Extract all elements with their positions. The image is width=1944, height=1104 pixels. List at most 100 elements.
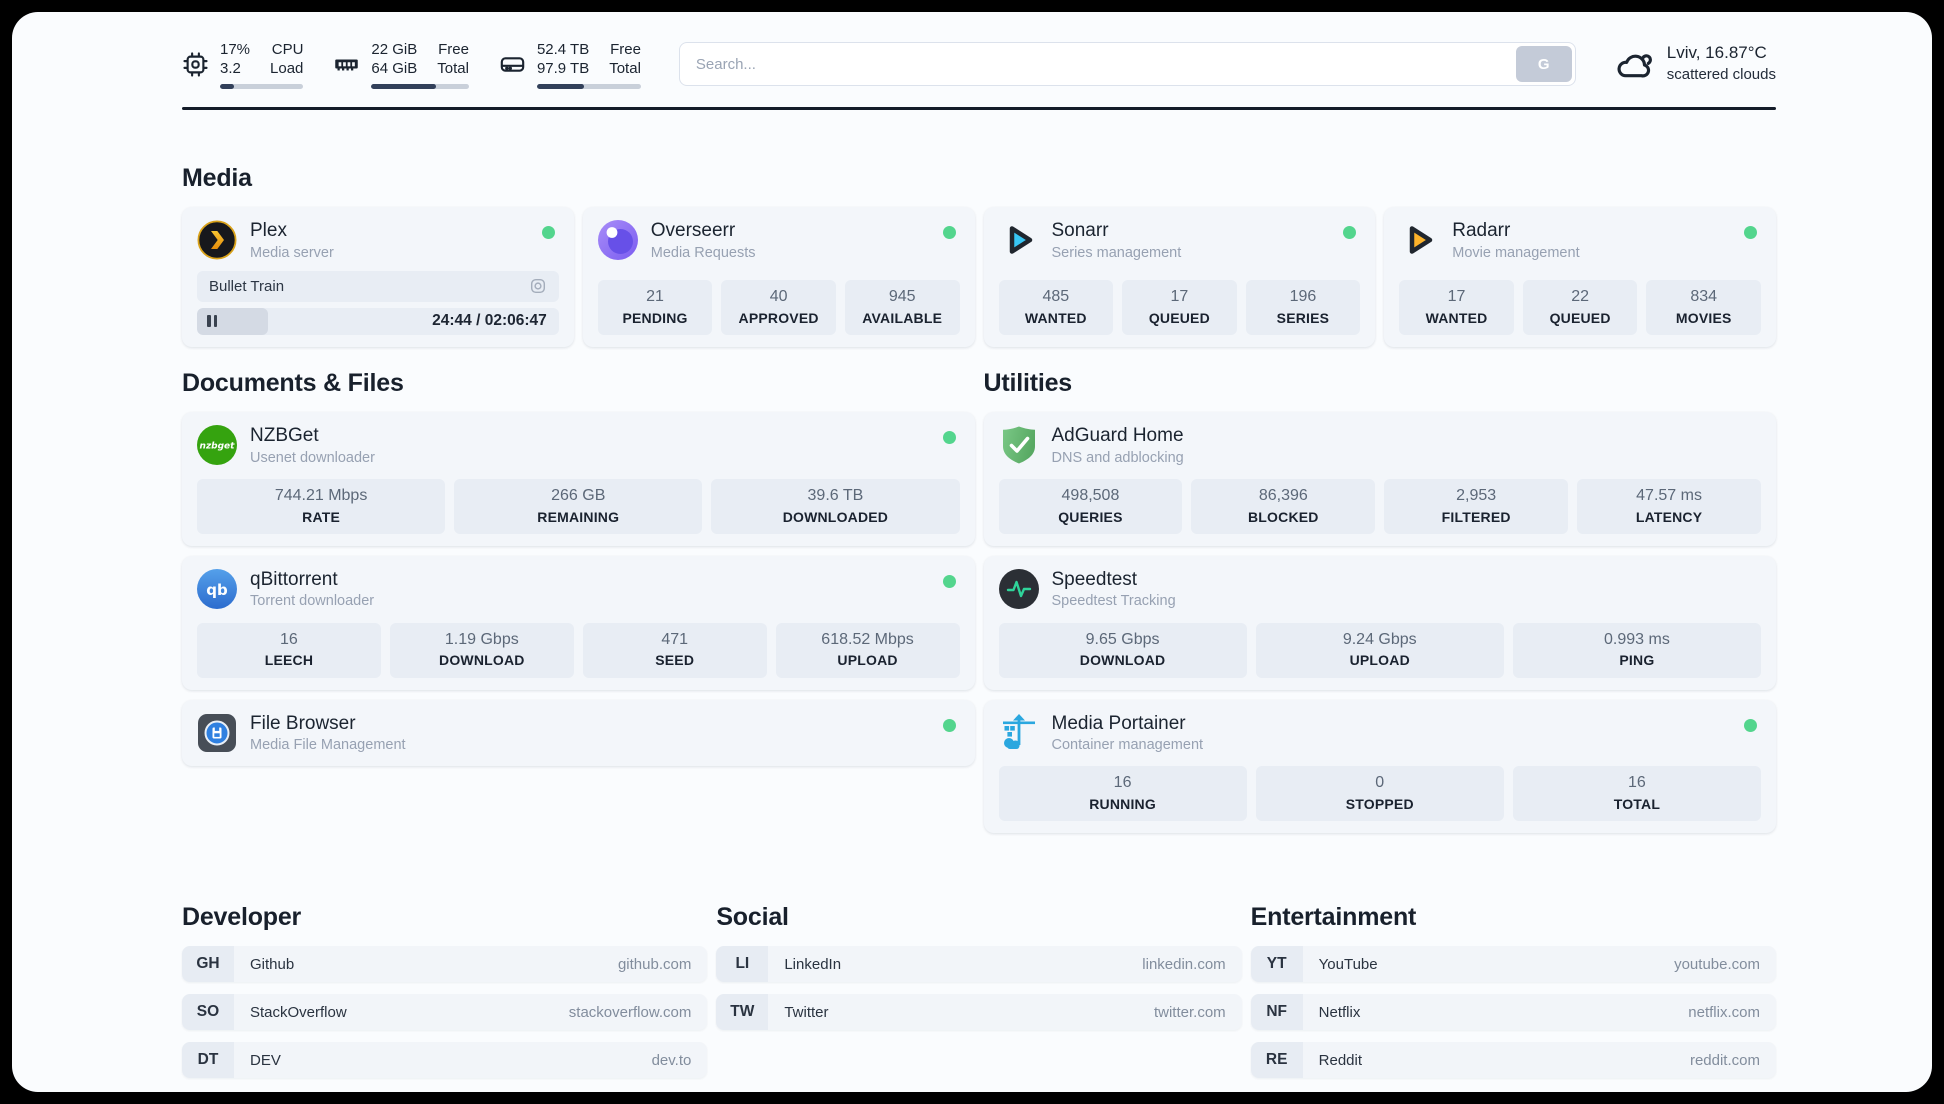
- bookmark-group-social: Social LI LinkedIn linkedin.com TW Twitt…: [716, 903, 1242, 1078]
- app-card-nzbget[interactable]: nzbget NZBGet Usenet downloader 744.21 M…: [182, 411, 975, 546]
- section-title-entertainment: Entertainment: [1250, 903, 1417, 932]
- status-dot: [942, 574, 956, 588]
- app-card-portainer[interactable]: Media Portainer Container management 16 R…: [983, 699, 1776, 834]
- playback-time: 24:44 / 02:06:47: [432, 312, 547, 330]
- plex-icon: [197, 220, 237, 260]
- app-card-speedtest[interactable]: Speedtest Speedtest Tracking 9.65 Gbps DO…: [983, 555, 1776, 690]
- status-dot: [942, 430, 956, 444]
- bookmark-abbr-badge: YT: [1250, 946, 1303, 983]
- app-description: Media Requests: [650, 244, 756, 261]
- cpu-load-value: 3.2: [220, 60, 241, 77]
- svg-text:nzbget: nzbget: [200, 442, 236, 452]
- app-card-radarr[interactable]: Radarr Movie management 17 WANTED 22 QUEUE…: [1384, 207, 1776, 347]
- app-card-sonarr[interactable]: Sonarr Series management 485 WANTED 17 QUE…: [983, 207, 1376, 347]
- app-description: Movie management: [1452, 244, 1580, 261]
- app-name: Radarr: [1452, 220, 1511, 241]
- svg-text:qb: qb: [206, 581, 228, 599]
- app-card-overseerr[interactable]: Overseerr Media Requests 21 PENDING 40 APP…: [582, 207, 975, 347]
- app-description: Usenet downloader: [250, 449, 375, 466]
- stat-tile: 40 APPROVED: [721, 279, 836, 335]
- app-name: Plex: [250, 220, 287, 241]
- pause-icon[interactable]: [207, 315, 217, 328]
- bookmark-reddit[interactable]: RE Reddit reddit.com: [1250, 1042, 1776, 1079]
- disk-icon: [500, 56, 525, 72]
- disk-free-label: Free: [610, 40, 641, 58]
- bookmark-name: LinkedIn: [784, 955, 842, 973]
- cpu-percent: 17%: [220, 40, 251, 58]
- cpu-stat: 17% 3.2 CPU Load: [182, 40, 304, 89]
- search-engine-button[interactable]: G: [1515, 46, 1572, 82]
- stat-tile: 744.21 Mbps RATE: [197, 478, 446, 534]
- radarr-icon: [1399, 220, 1439, 260]
- search-input[interactable]: [678, 42, 1576, 86]
- stat-tile: 9.65 Gbps DOWNLOAD: [998, 622, 1247, 678]
- stat-tile: 0.993 ms PING: [1512, 622, 1761, 678]
- cpu-label: CPU: [271, 40, 304, 58]
- filebrowser-icon: [197, 713, 237, 753]
- status-dot: [541, 226, 555, 239]
- bookmark-name: YouTube: [1318, 955, 1378, 973]
- cpu-load-label: Load: [270, 60, 304, 77]
- bookmark-github[interactable]: GH Github github.com: [182, 946, 708, 983]
- bookmark-name: Twitter: [784, 1003, 829, 1021]
- disk-total-value: 97.9 TB: [536, 60, 590, 77]
- bookmark-stackoverflow[interactable]: SO StackOverflow stackoverflow.com: [182, 994, 708, 1031]
- bookmark-abbr-badge: DT: [182, 1042, 234, 1079]
- weather-widget: Lviv, 16.87°C scattered clouds: [1614, 42, 1776, 85]
- disk-free-value: 52.4 TB: [536, 40, 590, 58]
- stat-tile: 0 STOPPED: [1255, 766, 1504, 822]
- bookmark-name: DEV: [250, 1051, 281, 1069]
- app-card-filebrowser[interactable]: File Browser Media File Management: [182, 699, 975, 767]
- search-bar: G: [678, 42, 1576, 86]
- bookmark-linkedin[interactable]: LI LinkedIn linkedin.com: [716, 946, 1242, 983]
- ram-free-value: 22 GiB: [371, 40, 418, 58]
- bookmark-abbr-badge: SO: [182, 994, 234, 1031]
- portainer-icon: [999, 713, 1039, 753]
- app-card-qbittorrent[interactable]: qb qBittorrent Torrent downloader 16 LEEC…: [182, 555, 975, 690]
- speedtest-icon: [998, 569, 1039, 610]
- section-title-documents: Documents & Files: [182, 368, 404, 397]
- section-title-social: Social: [716, 903, 789, 932]
- system-stats: 17% 3.2 CPU Load: [182, 40, 641, 89]
- bookmark-name: Github: [250, 955, 295, 973]
- app-name: Overseerr: [650, 220, 736, 241]
- disk-progress-bar: [536, 83, 641, 89]
- stat-tile: 945 AVAILABLE: [844, 279, 960, 335]
- stat-tile: 17 QUEUED: [1122, 279, 1237, 335]
- disk-stat: 52.4 TB 97.9 TB Free Total: [499, 40, 641, 89]
- section-title-utilities: Utilities: [983, 368, 1073, 397]
- bookmark-name: Reddit: [1318, 1051, 1363, 1069]
- status-dot: [1744, 718, 1757, 732]
- stat-tile: 86,396 BLOCKED: [1191, 478, 1376, 534]
- stat-tile: 9.24 Gbps UPLOAD: [1255, 622, 1504, 678]
- stat-tile: 21 PENDING: [597, 279, 713, 335]
- bookmark-group-entertainment: Entertainment YT YouTube youtube.com NF …: [1250, 903, 1776, 1079]
- now-playing-title: Bullet Train: [209, 277, 285, 295]
- stat-tile: 39.6 TB DOWNLOADED: [711, 478, 960, 534]
- weather-location-temp: Lviv, 16.87°C: [1666, 43, 1767, 63]
- status-dot: [1343, 226, 1357, 239]
- bookmark-url: linkedin.com: [1142, 955, 1226, 973]
- bookmark-dev[interactable]: DT DEV dev.to: [182, 1042, 708, 1079]
- stat-tile: 196 SERIES: [1245, 279, 1361, 335]
- stat-tile: 1.19 Gbps DOWNLOAD: [389, 622, 574, 678]
- bookmark-netflix[interactable]: NF Netflix netflix.com: [1250, 994, 1776, 1031]
- app-description: Container management: [1051, 737, 1204, 754]
- status-dot: [942, 226, 956, 239]
- app-card-adguard[interactable]: AdGuard Home DNS and adblocking 498,508 Q…: [983, 411, 1776, 546]
- memory-stat: 22 GiB 64 GiB Free Total: [333, 40, 469, 89]
- app-card-plex[interactable]: Plex Media server Bullet Train 24:44 / 0…: [182, 207, 574, 347]
- bookmark-group-developer: Developer GH Github github.com SO StackO…: [182, 903, 708, 1079]
- playback-progress-bar: 24:44 / 02:06:47: [197, 307, 559, 335]
- sonarr-icon: [999, 220, 1039, 260]
- section-title-developer: Developer: [182, 903, 302, 932]
- stat-tile: 2,953 FILTERED: [1384, 478, 1569, 534]
- ram-progress-bar: [371, 83, 469, 89]
- bookmark-abbr-badge: GH: [182, 946, 234, 983]
- ram-free-label: Free: [438, 40, 469, 58]
- stat-tile: 16 TOTAL: [1512, 766, 1761, 822]
- bookmark-twitter[interactable]: TW Twitter twitter.com: [716, 994, 1242, 1031]
- bookmark-url: twitter.com: [1153, 1003, 1226, 1021]
- top-bar: 17% 3.2 CPU Load: [182, 38, 1776, 90]
- bookmark-youtube[interactable]: YT YouTube youtube.com: [1250, 946, 1776, 983]
